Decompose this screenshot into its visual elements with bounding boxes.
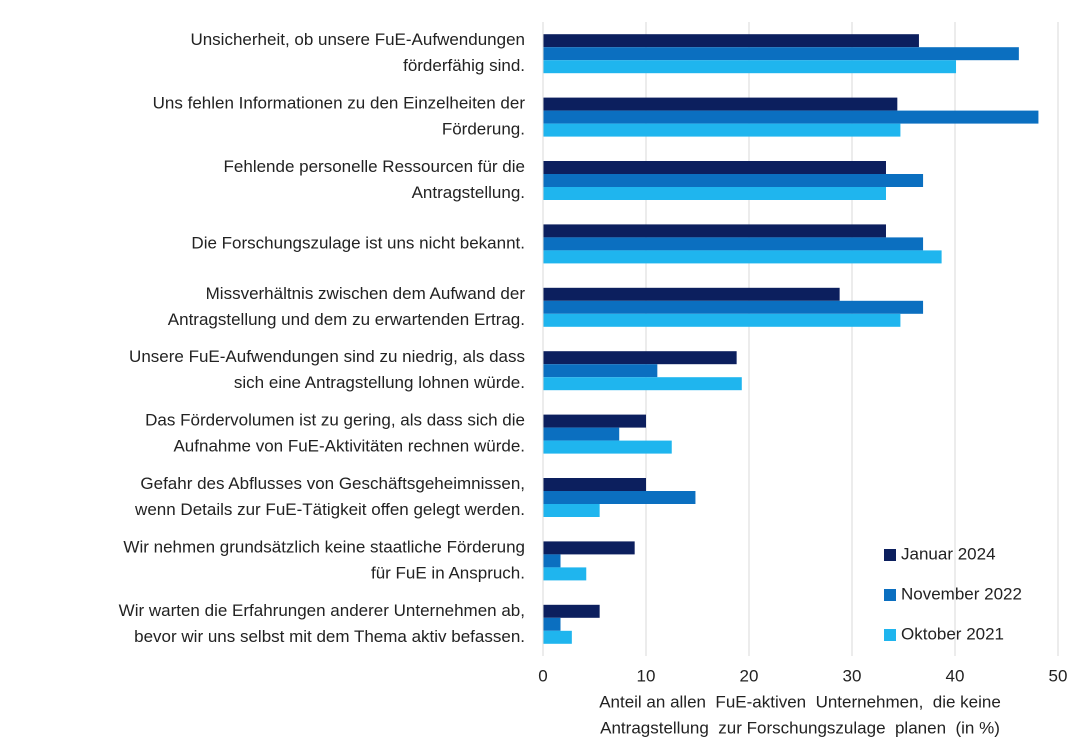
bar xyxy=(543,567,587,581)
bar xyxy=(543,478,646,491)
x-tick-label: 30 xyxy=(843,666,862,685)
category-label: Fehlende personelle Ressourcen für die xyxy=(224,157,525,176)
bar xyxy=(543,237,924,251)
bar xyxy=(543,34,919,48)
category-label: Antragstellung. xyxy=(412,183,525,202)
bar xyxy=(543,630,572,644)
bar xyxy=(543,440,672,454)
category-label: Wir nehmen grundsätzlich keine staatlich… xyxy=(123,537,525,556)
bar xyxy=(543,110,1039,124)
x-axis-label: Antragstellung zur Forschungszulage plan… xyxy=(600,718,1000,737)
bar xyxy=(543,250,942,264)
bar xyxy=(543,287,840,301)
category-label: Uns fehlen Informationen zu den Einzelhe… xyxy=(153,94,526,113)
category-label: Missverhältnis zwischen dem Aufwand der xyxy=(206,284,526,303)
bar xyxy=(543,97,898,111)
x-tick-label: 40 xyxy=(946,666,965,685)
bar xyxy=(543,224,886,238)
bar xyxy=(543,617,561,631)
x-axis-label: Anteil an allen FuE-aktiven Unternehmen,… xyxy=(599,692,1001,711)
bar xyxy=(543,414,646,428)
bar xyxy=(543,427,620,441)
bar xyxy=(543,504,600,517)
category-label: für FuE in Anspruch. xyxy=(371,563,525,582)
bar xyxy=(543,187,886,200)
category-label: bevor wir uns selbst mit dem Thema aktiv… xyxy=(134,627,525,646)
category-label: Gefahr des Abflusses von Geschäftsgeheim… xyxy=(140,474,525,493)
bar xyxy=(543,47,1019,61)
x-tick-label: 50 xyxy=(1049,666,1068,685)
x-tick-label: 0 xyxy=(538,666,547,685)
legend-swatch xyxy=(884,549,896,561)
category-label: sich eine Antragstellung lohnen würde. xyxy=(234,373,525,392)
bar xyxy=(543,541,635,555)
category-label: förderfähig sind. xyxy=(403,56,525,75)
bar xyxy=(543,313,901,327)
category-label: wenn Details zur FuE-Tätigkeit offen gel… xyxy=(134,500,525,519)
legend-label: Oktober 2021 xyxy=(901,624,1004,643)
bar xyxy=(543,604,600,618)
category-label: Wir warten die Erfahrungen anderer Unter… xyxy=(119,601,525,620)
category-label: Die Forschungszulage ist uns nicht bekan… xyxy=(191,233,525,252)
legend-label: Januar 2024 xyxy=(901,544,996,563)
bar xyxy=(543,174,924,187)
category-label: Antragstellung und dem zu erwartenden Er… xyxy=(168,310,525,329)
category-label: Das Fördervolumen ist zu gering, als das… xyxy=(145,411,525,430)
bar xyxy=(543,491,696,504)
bar xyxy=(543,60,957,74)
legend-label: November 2022 xyxy=(901,584,1022,603)
x-tick-label: 20 xyxy=(740,666,759,685)
x-tick-label: 10 xyxy=(637,666,656,685)
bar xyxy=(543,123,901,137)
legend-swatch xyxy=(884,589,896,601)
category-label: Unsere FuE-Aufwendungen sind zu niedrig,… xyxy=(129,347,525,366)
bar xyxy=(543,161,886,174)
bar xyxy=(543,554,561,568)
bar xyxy=(543,300,924,314)
category-label: Förderung. xyxy=(442,120,525,139)
category-label: Unsicherheit, ob unsere FuE-Aufwendungen xyxy=(190,30,525,49)
bar xyxy=(543,364,658,378)
category-label: Aufnahme von FuE-Aktivitäten rechnen wür… xyxy=(173,437,525,456)
bar xyxy=(543,351,737,365)
bar xyxy=(543,377,742,391)
legend-swatch xyxy=(884,629,896,641)
